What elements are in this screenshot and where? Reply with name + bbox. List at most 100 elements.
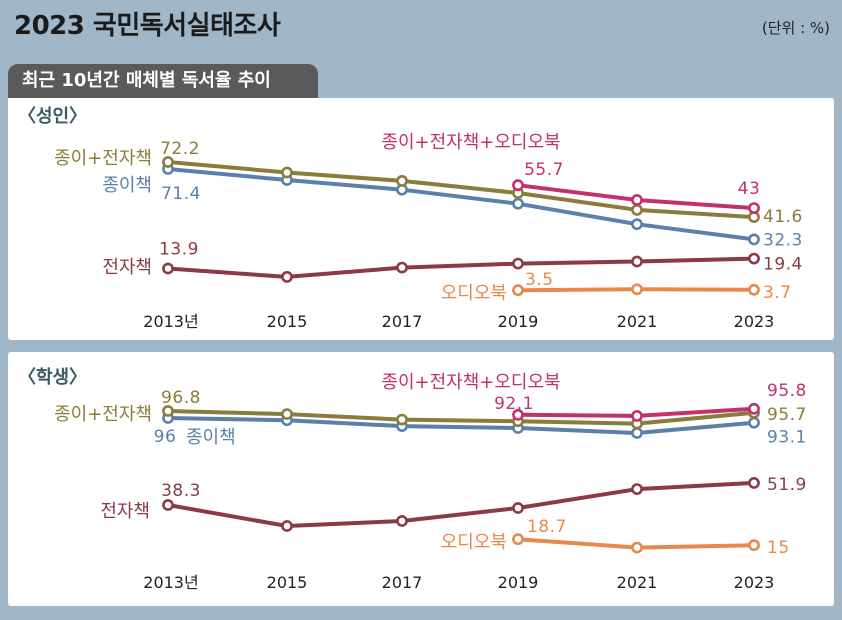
data-point-audiobook-5 [748, 539, 760, 552]
data-point-ebook-1 [281, 520, 293, 532]
data-point-paper-ebook-4 [631, 204, 643, 216]
value-label-paper-book-0: 71.4 [161, 184, 201, 204]
data-point-paper-ebook-2 [396, 413, 408, 426]
data-point-paper-ebook-1 [281, 166, 293, 179]
series-line-ebook [166, 480, 756, 528]
data-point-total-with-audiobook-5 [748, 202, 760, 214]
data-point-audiobook-4 [631, 283, 643, 296]
series-line-paper-book [166, 167, 756, 242]
data-point-ebook-0 [162, 499, 174, 511]
series-label-total-with-audiobook: 종이+전자책+오디오북 [381, 132, 560, 153]
series-line-paper-book [166, 416, 756, 435]
series-label-ebook: 전자책 [102, 257, 152, 278]
data-point-paper-ebook-2 [396, 175, 408, 187]
year-tick-label: 2013년 [143, 573, 198, 592]
page-title: 2023 국민독서실태조사 [14, 11, 281, 41]
data-point-ebook-5 [748, 476, 760, 489]
year-tick-label: 2013년 [143, 312, 198, 331]
data-point-paper-book-3 [512, 197, 524, 210]
year-tick-label: 2017 [382, 573, 423, 592]
student-panel-title: 〈학생〉 [18, 367, 88, 388]
data-point-ebook-3 [512, 502, 524, 514]
data-point-ebook-1 [281, 270, 293, 283]
data-point-audiobook-3 [512, 284, 524, 297]
year-tick-label: 2019 [498, 573, 539, 592]
data-point-ebook-5 [748, 252, 760, 265]
chart-labels: 2013년 2015 2017 2019 2021 2023 38.3 51.9 전자책 18.7… [54, 372, 807, 592]
year-tick-label: 2017 [382, 312, 423, 331]
series-lines [166, 160, 756, 293]
data-point-total-with-audiobook-4 [631, 194, 643, 206]
value-label-total-with-audiobook-3: 55.7 [524, 160, 564, 180]
series-label-audiobook: 오디오북 [441, 532, 507, 553]
data-point-ebook-4 [631, 483, 643, 495]
data-point-total-with-audiobook-4 [631, 410, 643, 422]
value-label-paper-book-0: 96 [154, 427, 177, 447]
series-line-paper-ebook [166, 409, 756, 426]
data-point-ebook-0 [162, 262, 174, 275]
series-lines [166, 406, 756, 550]
value-label-paper-ebook-0: 72.2 [160, 139, 200, 159]
data-point-ebook-3 [512, 257, 524, 270]
data-point-paper-ebook-0 [162, 405, 174, 417]
data-point-audiobook-4 [631, 541, 643, 554]
year-tick-label: 2015 [267, 573, 308, 592]
data-point-paper-book-5 [748, 416, 760, 429]
series-line-ebook [166, 256, 756, 279]
data-point-audiobook-3 [512, 533, 524, 546]
data-point-audiobook-5 [748, 283, 760, 296]
series-label-paper-ebook: 종이+전자책 [54, 148, 152, 169]
value-label-paper-book-5: 32.3 [763, 230, 803, 250]
value-label-paper-book-5: 93.1 [767, 428, 807, 448]
unit-note: (단위 : %) [761, 19, 830, 37]
series-line-paper-ebook [166, 160, 756, 220]
data-points [162, 402, 760, 554]
data-points [162, 156, 760, 297]
value-label-audiobook-3: 18.7 [527, 517, 567, 537]
data-point-ebook-4 [631, 255, 643, 268]
data-point-total-with-audiobook-3 [512, 179, 524, 192]
adult-line-chart: 2013년 2015 2017 2019 2021 2023 13.9 19.4 전자책 3.5 3… [54, 132, 803, 331]
value-label-paper-ebook-0: 96.8 [161, 388, 201, 408]
value-label-ebook-0: 38.3 [161, 481, 201, 501]
adult-panel-title: 〈성인〉 [18, 106, 88, 127]
value-label-audiobook-5: 3.7 [763, 283, 792, 303]
value-label-total-with-audiobook-5: 43 [738, 179, 761, 199]
value-label-ebook-5: 51.9 [767, 475, 807, 495]
series-label-paper-book: 종이책 [186, 427, 236, 448]
section-tab: 최근 10년간 매체별 독서율 추이 [8, 64, 318, 98]
year-tick-label: 2019 [498, 312, 539, 331]
series-label-audiobook: 오디오북 [441, 283, 507, 304]
year-tick-label: 2015 [267, 312, 308, 331]
data-point-ebook-2 [396, 261, 408, 274]
value-label-paper-ebook-5: 41.6 [763, 207, 803, 227]
series-label-paper-book: 종이책 [102, 175, 152, 196]
student-line-chart: 2013년 2015 2017 2019 2021 2023 38.3 51.9 전자책 18.7… [54, 372, 807, 592]
data-point-paper-book-4 [631, 427, 643, 439]
data-point-paper-book-4 [631, 218, 643, 231]
year-tick-label: 2021 [617, 573, 658, 592]
value-label-total-with-audiobook-3: 92.1 [494, 394, 534, 414]
year-tick-label: 2021 [617, 312, 658, 331]
series-label-paper-ebook: 종이+전자책 [54, 404, 152, 425]
data-point-total-with-audiobook-3 [512, 408, 524, 421]
data-point-total-with-audiobook-5 [748, 402, 760, 415]
year-tick-label: 2023 [734, 573, 775, 592]
value-label-audiobook-5: 15 [767, 538, 790, 558]
value-label-total-with-audiobook-5: 95.8 [767, 381, 807, 401]
value-label-ebook-5: 19.4 [763, 255, 803, 275]
series-label-ebook: 전자책 [100, 501, 150, 522]
data-point-ebook-2 [396, 515, 408, 527]
adult-chart-panel: 〈성인〉 2013년 2015 2017 2019 2021 2023 13.9 19.4 전자… [8, 98, 834, 340]
data-point-paper-book-5 [748, 233, 760, 246]
value-label-ebook-0: 13.9 [159, 240, 199, 260]
chart-labels: 2013년 2015 2017 2019 2021 2023 13.9 19.4 전자책 3.5 3… [54, 132, 803, 331]
data-point-paper-ebook-1 [281, 408, 293, 420]
data-point-paper-ebook-0 [162, 156, 174, 168]
value-label-audiobook-3: 3.5 [525, 270, 554, 290]
student-chart-panel: 〈학생〉 2013년 2015 2017 2019 2021 2023 38.3 51.9 전자… [8, 352, 834, 606]
series-label-total-with-audiobook: 종이+전자책+오디오북 [381, 372, 560, 393]
value-label-paper-ebook-5: 95.7 [767, 405, 807, 425]
year-tick-label: 2023 [734, 312, 775, 331]
